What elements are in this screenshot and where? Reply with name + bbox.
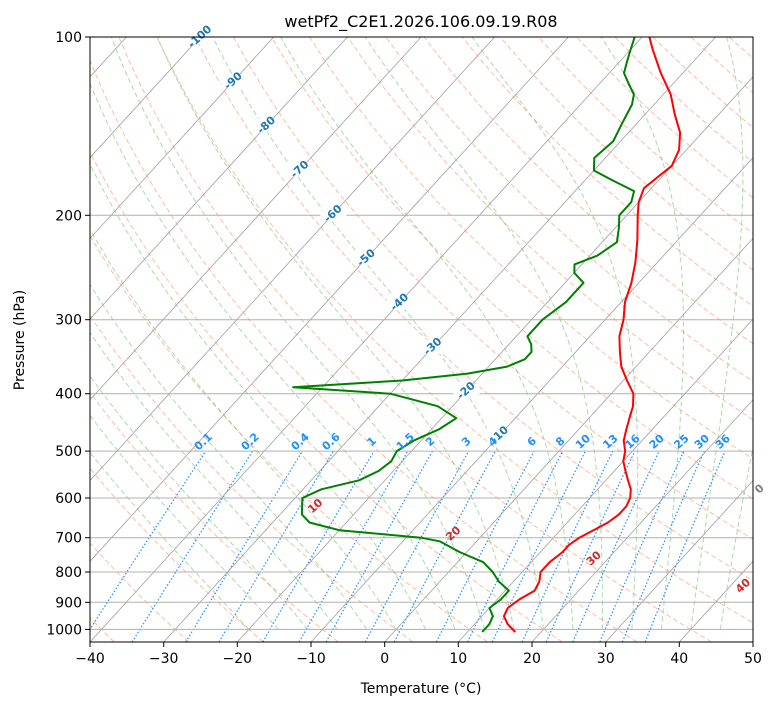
isotherm-line — [90, 37, 422, 401]
mixing-ratio-line — [521, 450, 614, 642]
isotherm-line — [605, 479, 753, 642]
x-tick-label: −10 — [296, 651, 326, 667]
isotherms — [90, 37, 753, 642]
isotherm-label-bg — [220, 74, 247, 89]
mixing-ratio-line — [218, 450, 334, 642]
mixing-ratio-line — [572, 450, 660, 642]
dry-adiabat-line — [156, 37, 753, 624]
pressure-gridlines — [90, 37, 753, 630]
x-tick-label: 40 — [670, 651, 688, 667]
moist-adiabat-line — [719, 444, 753, 630]
dry-adiabat-line — [90, 391, 339, 642]
x-tick-label: 10 — [449, 651, 467, 667]
x-tick-label: 20 — [523, 651, 541, 667]
dry-adiabat-line — [423, 37, 753, 345]
moist-adiabat-line — [364, 37, 603, 630]
dry-adiabat-line — [232, 37, 753, 540]
profile-series — [292, 37, 682, 633]
moist-adiabat-line — [690, 37, 744, 630]
mixing-ratio-line — [90, 450, 207, 631]
dry-adiabat-line — [270, 37, 753, 500]
isotherm-line — [90, 37, 569, 562]
moist-adiabats — [90, 37, 753, 630]
mixing-ratio-line — [599, 450, 685, 642]
x-tick-label: 30 — [597, 651, 615, 667]
mixing-ratio-line — [325, 450, 434, 642]
isotherm-line — [531, 399, 753, 642]
mixing-ratio-line — [466, 450, 564, 642]
dry-adiabat-line — [194, 37, 753, 582]
mixing-ratio-line — [621, 450, 705, 642]
isotherm-line — [163, 37, 716, 642]
moist-adiabat-label: 0 — [752, 481, 767, 496]
mixing-ratio-line — [185, 450, 304, 642]
y-tick-label: 400 — [55, 387, 82, 403]
y-tick-label: 600 — [55, 491, 82, 507]
isotherm-label-bg — [253, 118, 280, 133]
y-tick-label: 1000 — [46, 622, 82, 638]
mixing-ratio-line — [364, 450, 470, 642]
y-tick-label: 500 — [55, 444, 82, 460]
y-tick-label: 100 — [55, 30, 82, 46]
moist-adiabat-line — [90, 451, 250, 630]
moist-adiabat-line — [90, 163, 427, 630]
x-axis-ticks: −40 −30 −20 −10 0 10 20 30 40 50 — [75, 642, 762, 667]
y-tick-label: 900 — [55, 595, 82, 611]
isotherm-line — [458, 318, 753, 642]
moist-adiabat-line — [90, 82, 456, 630]
x-tick-label: −40 — [75, 651, 105, 667]
isotherm-label-bg — [453, 383, 480, 398]
isotherm-label-bg — [320, 207, 347, 221]
moist-adiabat-line — [90, 331, 338, 630]
isotherm-line — [90, 37, 274, 239]
isotherm-label-bg — [486, 428, 513, 443]
x-tick-label: −20 — [223, 651, 253, 667]
mixing-ratio-line — [545, 450, 636, 642]
moist-adiabat-line — [110, 37, 485, 630]
mixing-ratio-line — [131, 450, 254, 642]
isotherm-label-bg — [353, 251, 380, 266]
moist-adiabat-line — [471, 37, 639, 630]
y-tick-label: 700 — [55, 531, 82, 547]
y-axis-label: Pressure (hPa) — [12, 290, 28, 390]
x-tick-label: −30 — [149, 651, 179, 667]
isotherm-label-bg — [420, 339, 447, 354]
isotherm-line — [752, 641, 753, 642]
dry-adiabat-line — [309, 37, 753, 460]
moist-adiabat-line — [212, 37, 544, 630]
moist-adiabat-line — [90, 283, 368, 630]
isotherm-label-bg — [287, 162, 313, 177]
mixing-ratio-line — [393, 450, 496, 642]
x-tick-label: 50 — [744, 651, 762, 667]
chart-title: wetPf2_C2E1.2026.106.09.19.R08 — [284, 12, 557, 32]
plot-frame — [89, 36, 754, 643]
isotherm-line — [384, 237, 753, 642]
x-axis-label: Temperature (°C) — [360, 681, 482, 697]
mixing-ratio-lines — [90, 450, 726, 642]
isotherm-line — [237, 76, 753, 642]
dry-adiabat-line — [385, 37, 753, 383]
y-tick-label: 300 — [55, 313, 82, 329]
plot-background — [90, 37, 753, 642]
mixing-ratio-line — [435, 450, 535, 642]
isotherm-line — [90, 37, 348, 320]
isotherm-line — [310, 157, 753, 642]
x-tick-label: 0 — [380, 651, 389, 667]
moist-adiabat-line — [90, 228, 397, 630]
isotherm-label-bg — [386, 295, 413, 310]
y-axis-ticks: 100 200 300 400 500 600 700 800 900 1000 — [46, 30, 90, 638]
isotherm-line — [90, 37, 495, 482]
moist-adiabat-line — [600, 37, 684, 630]
moist-adiabat-line — [90, 414, 279, 630]
y-tick-label: 200 — [55, 208, 82, 224]
temperature-line — [502, 37, 682, 633]
moist-adiabat-line — [280, 37, 574, 630]
y-tick-label: 800 — [55, 565, 82, 581]
isotherm-line — [90, 37, 643, 642]
dry-adiabats — [90, 37, 753, 642]
dewpoint-line — [292, 37, 636, 633]
isotherm-line — [90, 37, 201, 159]
dry-adiabat-line — [118, 37, 712, 642]
